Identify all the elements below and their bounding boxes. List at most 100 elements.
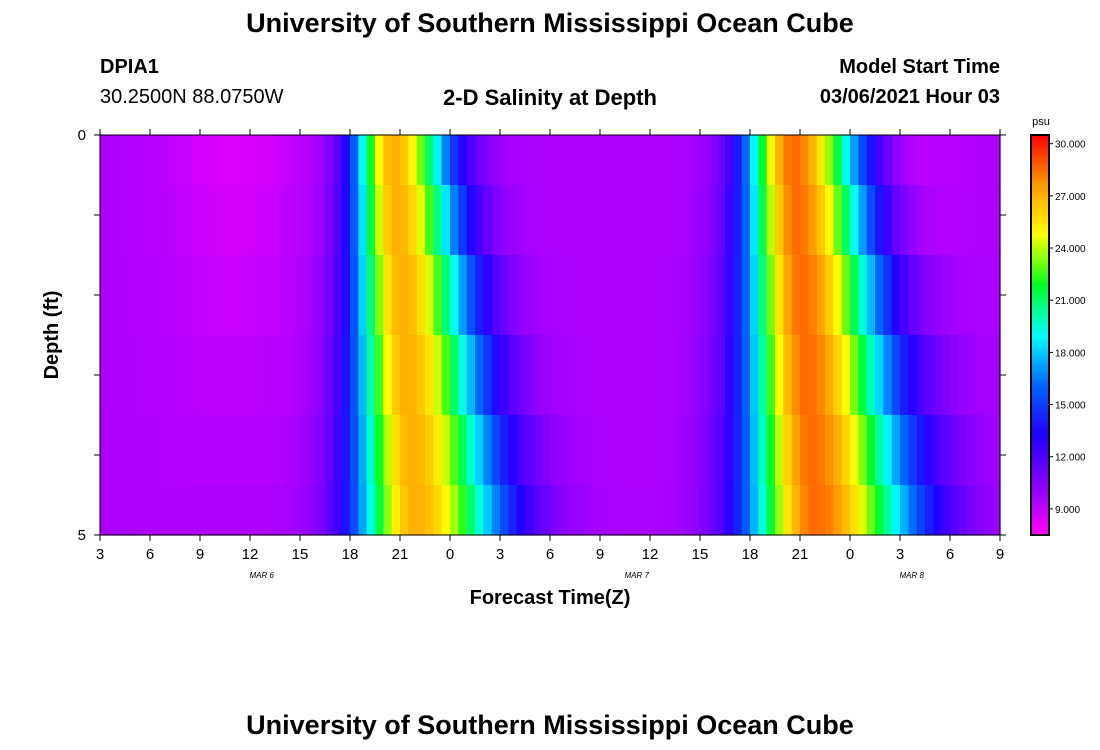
heatmap-cell [608,335,618,416]
heatmap-cell [908,255,918,336]
x-tick-label: 6 [946,546,954,563]
heatmap-cell [525,415,534,486]
heatmap-cell [941,255,951,336]
heatmap-cell [175,255,184,336]
heatmap-cell [941,135,951,186]
x-tick-label: 6 [146,546,154,563]
heatmap-cell [541,185,551,256]
heatmap-cell [616,135,626,186]
heatmap-cell [841,255,851,336]
heatmap-cell [241,185,251,256]
colorbar-swatch [1031,315,1049,318]
heatmap-cell [441,185,451,256]
heatmap-cell [358,485,368,536]
heatmap-cell [216,255,226,336]
heatmap-cell [275,415,284,486]
heatmap-cell [450,335,459,416]
heatmap-cell [183,335,193,416]
heatmap-cell [900,255,909,336]
heatmap-cell [300,135,309,186]
heatmap-cell [566,335,576,416]
heatmap-cell [291,415,301,486]
colorbar-swatch [1031,203,1049,206]
heatmap-cell [666,415,676,486]
heatmap-cell [283,135,293,186]
heatmap-cell [516,415,526,486]
heatmap-cell [750,485,759,536]
heatmap-cell [650,485,659,536]
colorbar-swatch [1031,465,1049,468]
colorbar-swatch [1031,269,1049,272]
colorbar-swatch [1031,351,1049,354]
y-tick-label: 5 [78,527,86,544]
heatmap-cell [816,335,826,416]
heatmap-cell [741,335,751,416]
heatmap-cell [741,255,751,336]
colorbar-swatch [1031,191,1049,194]
station-id: DPIA1 [100,56,159,78]
heatmap-cell [775,185,784,256]
heatmap-cell [650,135,659,186]
colorbar-swatch [1031,173,1049,176]
heatmap-cell [833,255,843,336]
heatmap-cell [508,255,518,336]
heatmap-cell [625,485,634,536]
colorbar-swatch [1031,313,1049,316]
heatmap-cell [425,135,434,186]
heatmap-cell [191,255,201,336]
heatmap-cell [300,485,309,536]
heatmap-cell [658,255,668,336]
heatmap-cell [183,135,193,186]
colorbar-swatch [1031,489,1049,492]
heatmap-cell [491,335,501,416]
heatmap-cell [125,485,134,536]
heatmap-cell [258,135,268,186]
heatmap-cell [325,255,334,336]
heatmap-cell [558,485,568,536]
heatmap-cell [600,255,609,336]
heatmap-cell [591,135,601,186]
colorbar-swatch [1031,359,1049,362]
heatmap-cell [425,185,434,256]
heatmap-cell [866,255,876,336]
heatmap-cell [350,135,359,186]
heatmap-cell [433,135,443,186]
heatmap-cell [275,135,284,186]
chart-title: 2-D Salinity at Depth [443,85,657,110]
heatmap-cell [700,415,709,486]
heatmap-cell [475,185,484,256]
heatmap-cell [683,335,693,416]
colorbar-swatch [1031,327,1049,330]
heatmap-cell [366,415,376,486]
heatmap-cell [700,335,709,416]
heatmap-cell [333,335,343,416]
heatmap-cell [450,135,459,186]
heatmap-cell [100,335,109,416]
colorbar-swatch [1031,343,1049,346]
colorbar-swatch [1031,413,1049,416]
heatmap-cell [350,185,359,256]
heatmap-cell [800,415,809,486]
heatmap-cell [725,485,734,536]
colorbar-swatch [1031,223,1049,226]
heatmap-cell [616,185,626,256]
colorbar-swatch [1031,143,1049,146]
colorbar-swatch [1031,365,1049,368]
heatmap-cell [175,185,184,256]
heatmap-cell [358,185,368,256]
colorbar-swatch [1031,189,1049,192]
colorbar-swatch [1031,477,1049,480]
heatmap-cell [308,415,318,486]
colorbar-swatch [1031,147,1049,150]
heatmap-cell [550,485,559,536]
heatmap-cell [775,135,784,186]
heatmap-cell [625,185,634,256]
colorbar-swatch [1031,305,1049,308]
heatmap-cell [358,335,368,416]
heatmap-cell [158,415,168,486]
heatmap-cell [466,415,476,486]
heatmap-cell [283,485,293,536]
heatmap-cell [175,135,184,186]
heatmap-cell [150,255,159,336]
heatmap-cell [908,185,918,256]
